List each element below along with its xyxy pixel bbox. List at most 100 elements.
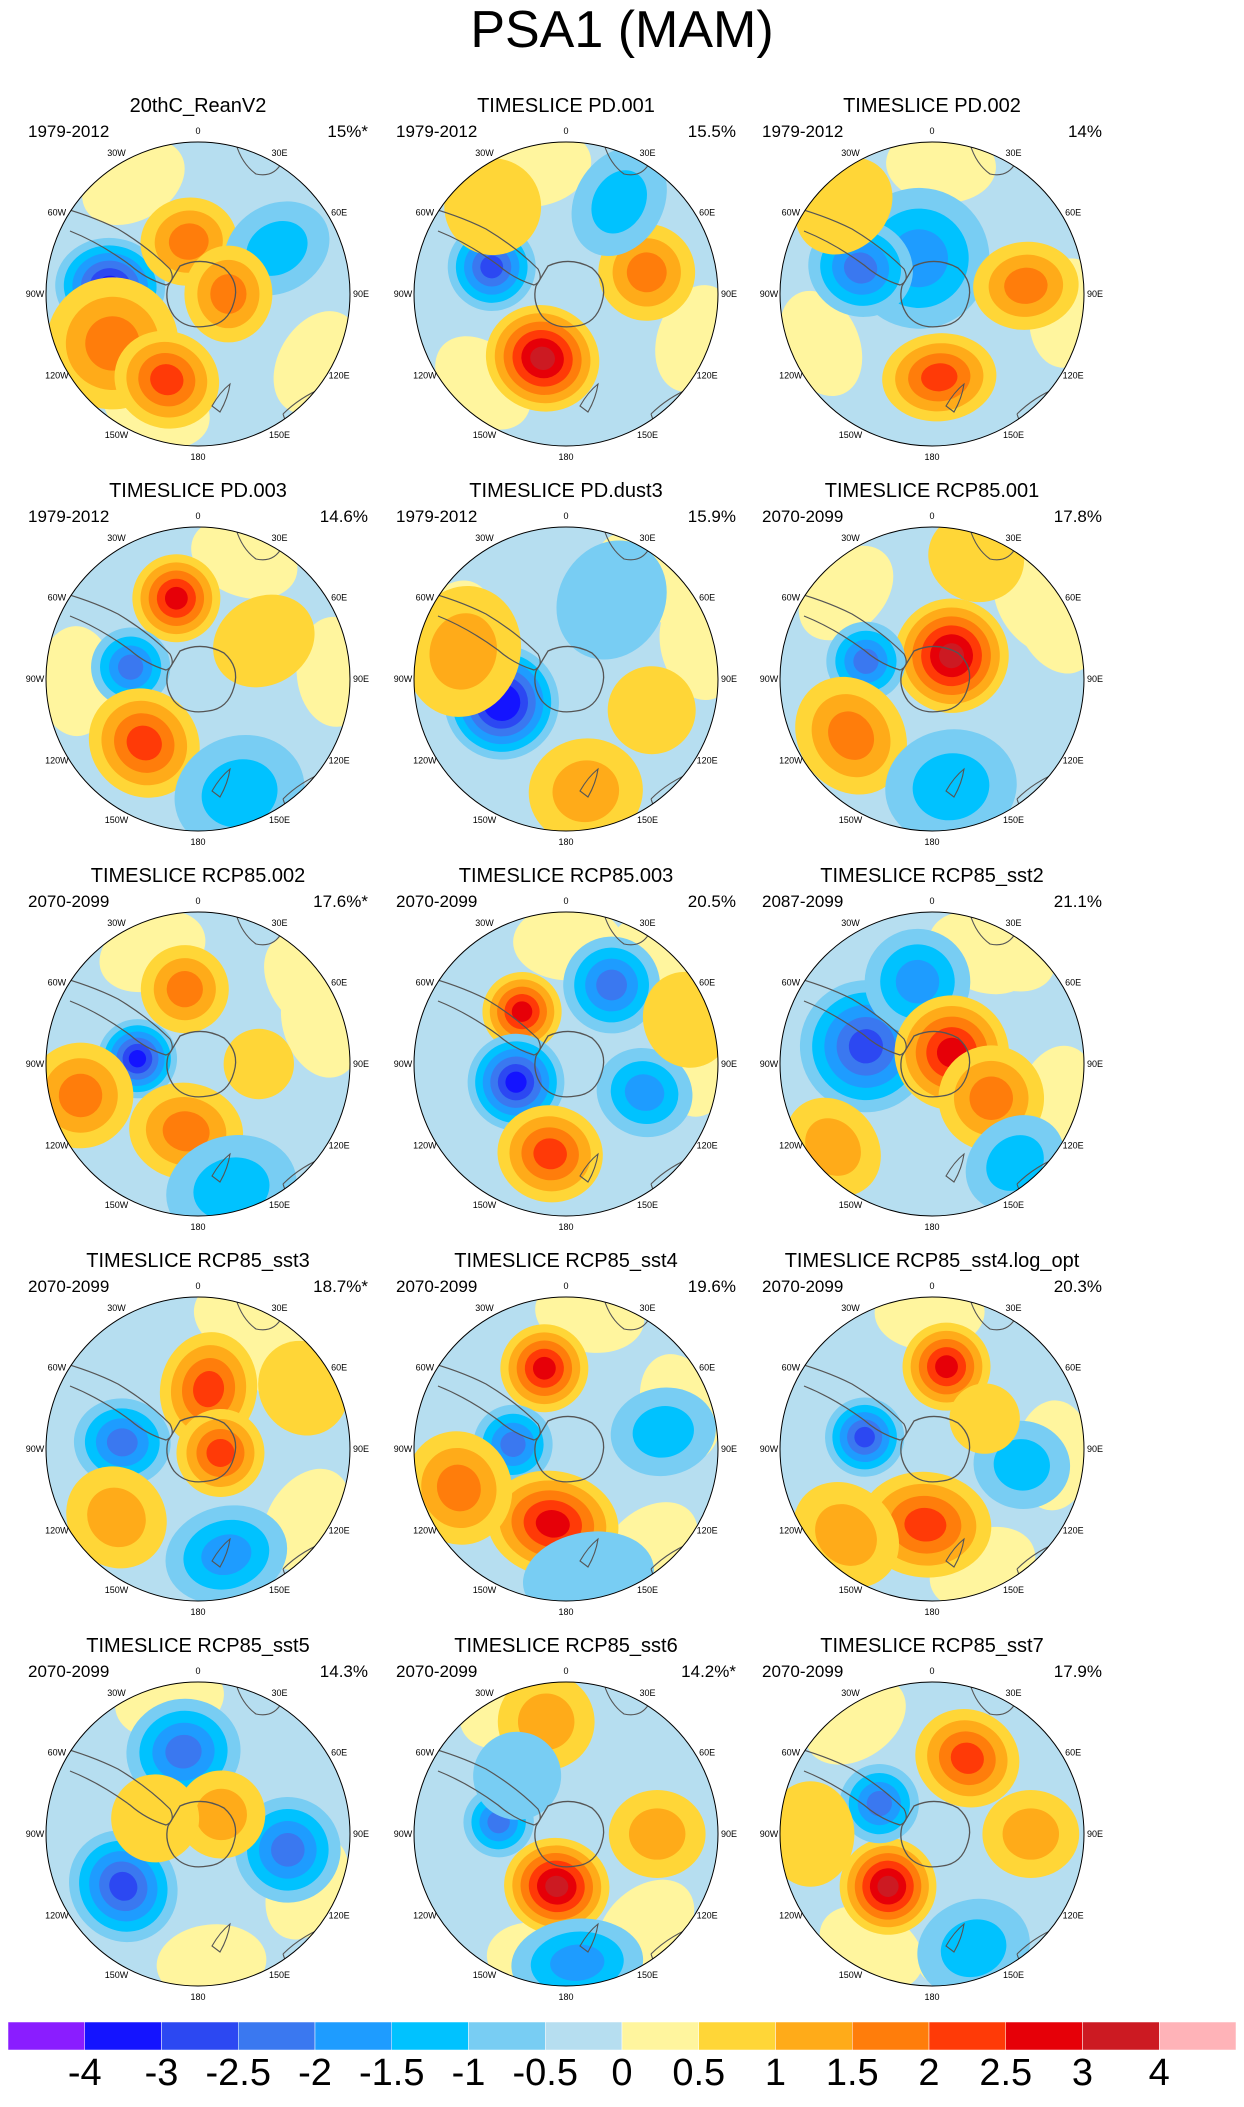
- anomaly-contour: [969, 1076, 1013, 1120]
- longitude-label: 150W: [839, 815, 863, 825]
- polar-map: 0 30E 60E 90E 120E 150E 180 150W 120W 90W 60W 30W: [394, 1281, 737, 1617]
- panel-period: 2070-2099: [28, 1277, 110, 1296]
- anomaly-contour: [530, 346, 556, 370]
- longitude-label: 60W: [48, 593, 67, 603]
- longitude-label: 180: [190, 1607, 205, 1617]
- longitude-label: 150E: [637, 815, 658, 825]
- anomaly-contour: [596, 969, 628, 1001]
- anomaly-contour: [533, 1138, 567, 1170]
- longitude-label: 180: [924, 452, 939, 462]
- colorbar-cell: [468, 2022, 546, 2051]
- panel-variance: 14.2%*: [681, 1662, 736, 1681]
- anomaly-contour: [164, 586, 188, 610]
- polar-map: 0 30E 60E 90E 120E 150E 180 150W 120W 90W 60W 30W: [394, 126, 737, 462]
- anomaly-contour: [201, 759, 278, 828]
- colorbar-tick-label: -3: [144, 2052, 179, 2094]
- longitude-label: 150W: [839, 1200, 863, 1210]
- panel-period: 2070-2099: [28, 1662, 110, 1681]
- longitude-label: 90W: [394, 289, 413, 299]
- colorbar-cell: [621, 2022, 699, 2051]
- longitude-label: 30W: [107, 148, 126, 158]
- panel-variance: 21.1%: [1053, 892, 1102, 911]
- new-zealand-coastline: [579, 767, 599, 798]
- panel-title: TIMESLICE RCP85_sst6: [454, 1635, 678, 1657]
- longitude-label: 30E: [271, 1688, 287, 1698]
- polar-map: 0 30E 60E 90E 120E 150E 180 150W 120W 90W 60W 30W: [394, 511, 737, 847]
- longitude-label: 0: [563, 511, 568, 521]
- colorbar-cell: [1159, 2022, 1236, 2051]
- map-panel: TIMESLICE RCP85_sst4.log_opt 2070-2099 20.…: [742, 1249, 1122, 1624]
- longitude-label: 180: [558, 1607, 573, 1617]
- longitude-label: 90W: [394, 674, 413, 684]
- longitude-label: 120W: [45, 756, 69, 766]
- colorbar-cell: [314, 2022, 392, 2051]
- africa-coastline: [235, 913, 283, 946]
- polar-map: 0 30E 60E 90E 120E 150E 180 150W 120W 90W 60W 30W: [394, 896, 737, 1232]
- panel-period: 2070-2099: [28, 892, 110, 911]
- panel-period: 2070-2099: [762, 1662, 844, 1681]
- longitude-label: 60E: [331, 208, 347, 218]
- longitude-label: 120W: [413, 1141, 437, 1151]
- longitude-label: 90E: [1087, 289, 1103, 299]
- panel-variance: 15.5%: [687, 122, 736, 141]
- longitude-label: 90W: [394, 1444, 413, 1454]
- colorbar-tick-label: 2.5: [979, 2052, 1033, 2094]
- colorbar-tick-label: 0: [611, 2052, 633, 2094]
- panel-period: 2070-2099: [762, 1277, 844, 1296]
- panel-title: TIMESLICE PD.002: [843, 95, 1021, 117]
- new-zealand-coastline: [579, 1922, 599, 1953]
- antarctica-coastline: [900, 1415, 971, 1483]
- anomaly-contour: [193, 1157, 270, 1216]
- panel-period: 2087-2099: [762, 892, 844, 911]
- longitude-label: 60E: [1065, 593, 1081, 603]
- africa-coastline: [969, 143, 1017, 176]
- longitude-label: 150W: [105, 1585, 129, 1595]
- anomaly-contour: [921, 363, 958, 392]
- longitude-label: 120W: [779, 1911, 803, 1921]
- panel-variance: 14.6%: [319, 507, 368, 526]
- panel-title: TIMESLICE PD.001: [477, 95, 655, 117]
- antarctica-coastline: [900, 260, 971, 328]
- new-zealand-coastline: [211, 1922, 231, 1953]
- colorbar-tick-label: -2: [298, 2052, 332, 2094]
- anomaly-contour: [210, 274, 247, 314]
- longitude-label: 30E: [1005, 1688, 1021, 1698]
- longitude-label: 120E: [1063, 1911, 1084, 1921]
- anomaly-contour: [853, 648, 879, 674]
- longitude-label: 90W: [394, 1829, 413, 1839]
- longitude-label: 90E: [353, 1444, 369, 1454]
- antarctica-coastline: [534, 1800, 605, 1868]
- longitude-label: 180: [190, 452, 205, 462]
- africa-coastline: [969, 528, 1017, 561]
- longitude-label: 120E: [329, 756, 350, 766]
- anomaly-contour: [206, 1438, 235, 1467]
- longitude-label: 60W: [48, 208, 67, 218]
- longitude-label: 30E: [639, 918, 655, 928]
- longitude-label: 0: [929, 896, 934, 906]
- colorbar-tick-label: 0.5: [672, 2052, 726, 2094]
- anomaly-contour: [815, 1504, 877, 1566]
- longitude-label: 30E: [271, 918, 287, 928]
- longitude-label: 60E: [1065, 1363, 1081, 1373]
- anomaly-contour: [193, 1371, 225, 1408]
- anomaly-contour: [535, 1510, 570, 1538]
- longitude-label: 30W: [841, 533, 860, 543]
- longitude-label: 30W: [107, 1688, 126, 1698]
- anomaly-contour: [632, 1406, 694, 1458]
- colorbar-tick-label: 1: [764, 2052, 787, 2094]
- longitude-label: 0: [563, 1666, 568, 1676]
- anomaly-contour: [106, 1428, 138, 1457]
- south-america-coastline: [415, 1743, 541, 1826]
- map-panel: TIMESLICE RCP85.002 2070-2099 17.6%* 0 30E 60…: [8, 864, 388, 1239]
- africa-coastline: [603, 1683, 651, 1716]
- map-boundary: [779, 1681, 1085, 1987]
- colorbar-tick-label: -1.5: [359, 2052, 425, 2094]
- anomaly-contour: [480, 255, 504, 279]
- anomaly-contour: [162, 1111, 210, 1152]
- new-zealand-coastline: [945, 767, 965, 798]
- new-zealand-coastline: [211, 382, 231, 413]
- panel-title: TIMESLICE RCP85_sst7: [820, 1635, 1044, 1657]
- longitude-label: 180: [190, 837, 205, 847]
- longitude-label: 30E: [1005, 148, 1021, 158]
- panel-title: TIMESLICE RCP85.001: [824, 480, 1040, 502]
